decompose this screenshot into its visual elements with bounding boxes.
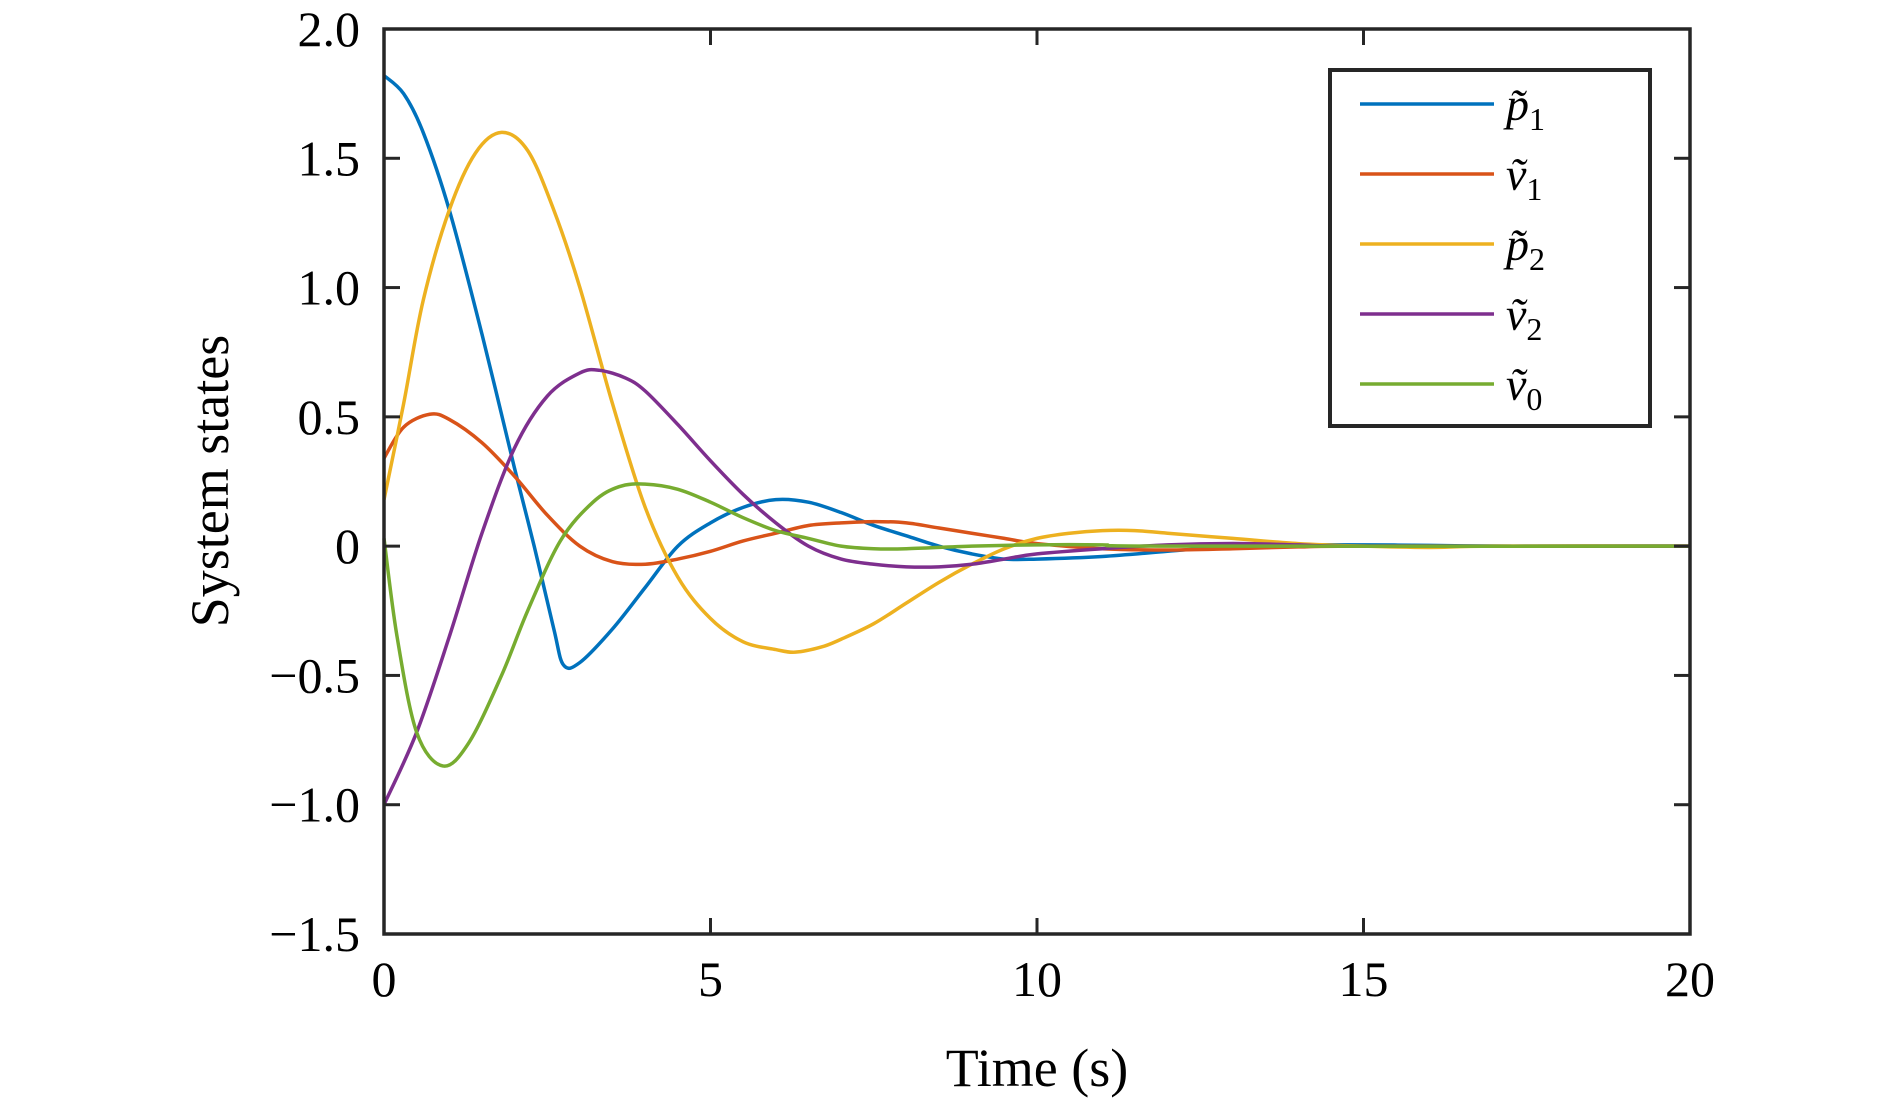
x-axis-label: Time (s)	[946, 1038, 1129, 1098]
series-line-3	[382, 130, 1691, 654]
x-tick-label: 10	[1012, 951, 1062, 1007]
x-tick-label: 0	[372, 951, 397, 1007]
legend-item: ṽ2	[1360, 289, 1542, 347]
legend-item: ṽ1	[1360, 149, 1542, 207]
x-tick-label: 20	[1665, 951, 1715, 1007]
series-line-4	[382, 367, 1691, 806]
y-tick-label: 1.0	[298, 260, 361, 316]
legend-item: p̃2	[1360, 219, 1545, 277]
series-line-2	[382, 412, 1691, 567]
y-tick-label: 0.5	[298, 389, 361, 445]
x-tick-label: 5	[698, 951, 723, 1007]
legend-label: ṽ0	[1506, 359, 1542, 417]
legend-box	[1328, 68, 1652, 428]
legend-item: p̃1	[1360, 79, 1545, 137]
series-layer	[382, 74, 1691, 806]
legend: p̃1 ṽ1 p̃2 ṽ2 ṽ0	[1328, 68, 1652, 428]
y-tick-label: −1.0	[269, 777, 360, 833]
y-tick-label: 2.0	[298, 1, 361, 57]
y-tick-label: −1.5	[269, 906, 360, 962]
y-tick-label: 1.5	[298, 130, 361, 186]
y-axis-label: System states	[180, 335, 240, 628]
legend-label: ṽ1	[1506, 149, 1542, 207]
legend-items: p̃1 ṽ1 p̃2 ṽ2 ṽ0	[1360, 79, 1545, 417]
y-tick-label: 0	[335, 518, 360, 574]
legend-label: ṽ2	[1506, 289, 1542, 347]
legend-label: p̃2	[1503, 219, 1545, 277]
series-line-5	[382, 482, 1691, 768]
y-tick-label: −0.5	[269, 647, 360, 703]
x-tick-label: 15	[1339, 951, 1389, 1007]
legend-label: p̃1	[1503, 79, 1545, 137]
legend-item: ṽ0	[1360, 359, 1542, 417]
tick-layer: 0 5 10 15 20 −1.5 −1.0 −0.5 0 0.5 1.0 1.5 2.0	[269, 1, 1715, 1007]
